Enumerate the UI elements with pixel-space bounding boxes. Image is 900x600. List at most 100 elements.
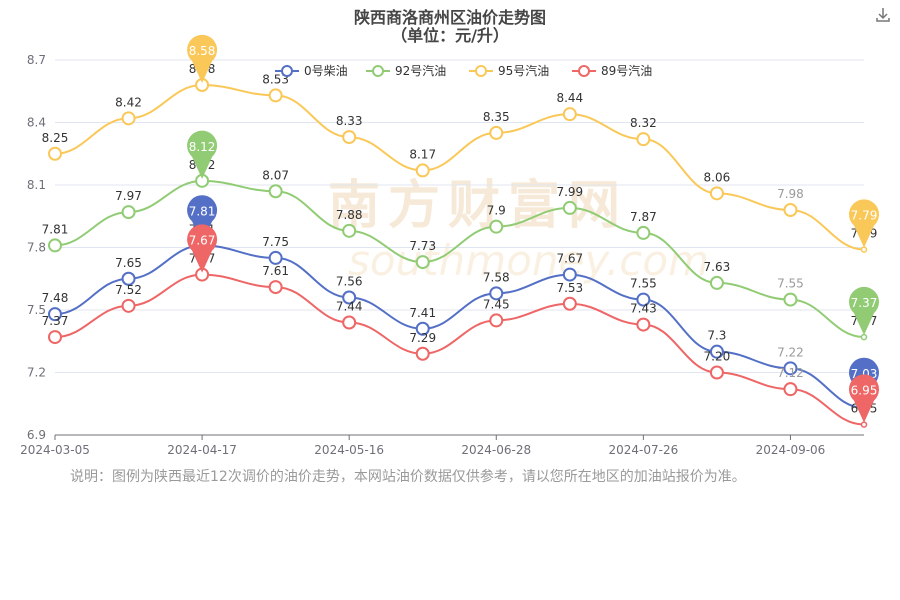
legend-symbol <box>578 65 590 77</box>
data-label: 8.07 <box>262 168 289 182</box>
data-point <box>709 344 724 359</box>
data-point <box>48 330 62 345</box>
data-label: 7.22 <box>777 345 804 359</box>
series-line <box>54 244 865 409</box>
legend-item[interactable]: 92号汽油 <box>366 63 446 78</box>
data-label: 7.98 <box>777 187 804 201</box>
marker-label: 7.79 <box>851 209 878 223</box>
data-point <box>342 130 357 145</box>
series-line <box>54 83 865 251</box>
data-point <box>415 321 430 336</box>
data-label: 8.33 <box>336 114 363 128</box>
legend-label: 0号柴油 <box>304 64 348 78</box>
data-label: 7.29 <box>409 331 436 345</box>
y-tick-label: 7.2 <box>27 366 46 380</box>
chart-note: 说明：图例为陕西最近12次调价的油价走势，本网站油价数据仅供参考，请以您所在地区… <box>70 469 746 485</box>
x-tick-label: 2024-04-17 <box>167 443 237 457</box>
max-min-marker: 7.81 <box>187 195 218 244</box>
data-point <box>415 255 430 270</box>
data-label: 8.44 <box>556 91 583 105</box>
marker-pin <box>849 199 880 248</box>
data-point <box>415 163 430 178</box>
legend-item[interactable]: 0号柴油 <box>275 64 348 78</box>
data-label: 7.81 <box>42 222 69 236</box>
data-point <box>342 290 357 305</box>
data-label: 7.37 <box>42 314 69 328</box>
data-label: 7.75 <box>262 235 289 249</box>
data-point <box>342 223 357 238</box>
data-point <box>783 203 798 217</box>
x-tick-label: 2024-05-16 <box>314 443 384 457</box>
marker-label: 8.12 <box>189 140 216 154</box>
y-tick-label: 7.8 <box>27 241 46 255</box>
download-icon[interactable] <box>874 6 892 24</box>
data-point <box>121 111 136 126</box>
max-min-marker: 7.67 <box>187 224 218 273</box>
data-label: 7.55 <box>630 277 657 291</box>
data-label: 7.52 <box>115 283 142 297</box>
legend-label: 89号汽油 <box>601 63 652 78</box>
legend-symbol <box>372 65 384 77</box>
marker-pin <box>187 130 218 179</box>
data-point <box>268 250 283 265</box>
series-89号汽油: 7.37 7.52 7.67 7.61 7.44 7.29 7.45 7.53 7.43 7.20… <box>42 252 877 428</box>
y-tick-label: 6.9 <box>27 428 46 442</box>
data-label: 7.63 <box>704 260 731 274</box>
data-point <box>562 267 577 282</box>
legend-item[interactable]: 89号汽油 <box>572 63 652 78</box>
data-label: 7.44 <box>336 300 363 314</box>
data-point <box>636 317 651 332</box>
data-point <box>48 307 62 322</box>
data-point <box>342 315 357 330</box>
series-0号柴油: 7.487.657.817.757.567.417.587.677.557.37… <box>42 222 877 412</box>
legend: 0号柴油 92号汽油 95号汽油 89号汽油 <box>275 63 652 78</box>
series-line <box>54 273 865 426</box>
max-min-marker: 8.12 <box>187 130 218 179</box>
data-label: 7.53 <box>556 281 583 295</box>
y-tick-label: 8.4 <box>27 116 46 130</box>
data-point <box>709 365 724 380</box>
data-point <box>268 88 283 103</box>
marker-pin <box>849 374 880 423</box>
chart-title: 陕西商洛商州区油价走势图 <box>353 8 546 27</box>
data-label: 7.41 <box>409 306 436 320</box>
marker-label: 7.37 <box>851 296 878 310</box>
series-line <box>54 179 865 339</box>
data-label: 7.87 <box>630 210 657 224</box>
data-point <box>562 296 577 311</box>
max-min-marker: 7.37 <box>849 286 880 336</box>
legend-label: 92号汽油 <box>395 63 446 78</box>
data-label: 7.67 <box>556 252 583 266</box>
data-label: 7.73 <box>409 239 436 253</box>
data-point <box>636 225 651 240</box>
y-tick-label: 8.1 <box>27 178 46 192</box>
data-label: 7.97 <box>115 189 142 203</box>
data-point <box>860 333 868 341</box>
data-point <box>783 382 798 397</box>
data-point <box>415 346 430 361</box>
data-point <box>48 146 62 161</box>
marker-pin <box>187 34 218 83</box>
data-point <box>636 292 651 307</box>
data-point <box>121 271 136 286</box>
legend-symbol <box>281 65 293 77</box>
data-point <box>268 184 283 199</box>
data-label: 7.88 <box>336 208 363 222</box>
data-point <box>489 313 504 328</box>
data-point <box>489 125 504 140</box>
legend-item[interactable]: 95号汽油 <box>469 63 549 78</box>
data-label: 8.53 <box>262 72 289 86</box>
data-point <box>783 361 798 376</box>
data-label: 8.17 <box>409 147 436 161</box>
marker-label: 8.58 <box>189 44 216 58</box>
data-label: 8.25 <box>42 131 69 145</box>
max-min-marker: 7.79 <box>849 199 880 248</box>
x-tick-label: 2024-09-06 <box>756 443 826 457</box>
max-min-marker: 8.58 <box>187 34 218 83</box>
data-point <box>489 286 504 301</box>
data-point <box>48 238 62 253</box>
x-tick-label: 2024-06-28 <box>461 443 531 457</box>
legend-label: 95号汽油 <box>498 63 549 78</box>
marker-label: 7.67 <box>189 234 216 248</box>
